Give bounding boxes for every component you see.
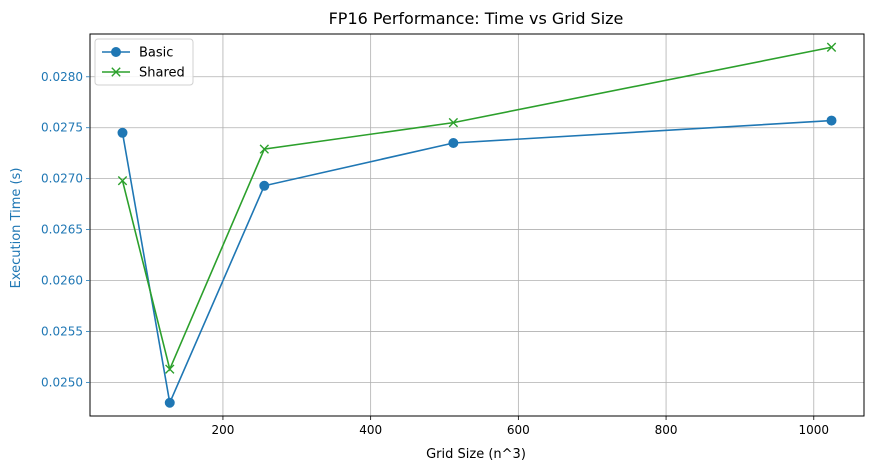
series-line [121,119,832,406]
y-tick-label: 0.0270 [41,172,83,186]
y-tick-label: 0.0280 [41,70,83,84]
y-tick-label: 0.0260 [41,274,83,288]
series-shared [117,42,837,374]
x-tick-label: 800 [655,423,678,437]
circle-marker [117,127,128,138]
circle-marker [259,180,270,191]
circle-marker [448,137,459,148]
x-marker [117,175,128,186]
y-tick-label: 0.0255 [41,324,83,338]
legend-item: Basic [102,46,173,61]
series-basic [117,115,837,408]
x-marker [165,364,175,374]
chart-title: FP16 Performance: Time vs Grid Size [329,9,624,28]
legend-label: Basic [139,46,173,61]
circle-marker [826,115,837,126]
legend-label: Shared [139,66,185,81]
legend-marker [111,67,121,77]
y-tick-label: 0.0265 [41,223,83,237]
legend-marker [111,47,121,57]
x-marker [259,144,269,154]
legend-item: Shared [102,66,185,81]
y-axis-label: Execution Time (s) [9,168,24,289]
x-tick-label: 1000 [799,423,830,437]
x-marker [826,42,837,52]
legend: Basic Shared [94,38,194,86]
tick-layer: 200 400 600 800 1000 0.0250 0.0255 0.0260 0.0265… [41,70,829,437]
grid-layer [90,34,864,416]
series-line [121,46,832,372]
plot-frame [89,33,865,417]
x-tick-label: 200 [211,423,234,437]
circle-marker [164,397,175,408]
y-tick-label: 0.0275 [41,121,83,135]
y-tick-label: 0.0250 [41,375,83,389]
x-tick-label: 600 [507,423,530,437]
x-axis-label: Grid Size (n^3) [426,447,526,462]
x-tick-label: 400 [359,423,382,437]
x-marker [448,117,459,128]
series-layer [117,42,837,408]
